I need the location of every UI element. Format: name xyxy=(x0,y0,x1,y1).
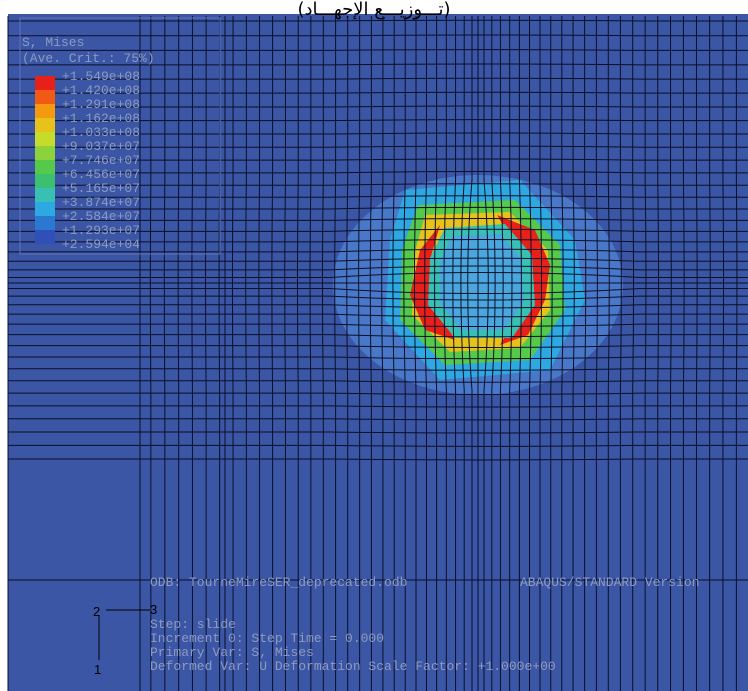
legend-swatch xyxy=(35,160,55,174)
legend-subheading: (Ave. Crit.: 75%) xyxy=(22,51,155,66)
viewport: (تـــوزيـــع الإجهـــاد) S, Mises (Ave. … xyxy=(0,0,748,691)
legend-label: +9.037e+07 xyxy=(62,139,140,154)
legend-heading: S, Mises xyxy=(22,35,84,50)
triad-label: 2 xyxy=(93,604,100,619)
version-label: ABAQUS/STANDARD Version xyxy=(520,575,699,590)
legend-label: +5.165e+07 xyxy=(62,181,140,196)
legend-swatch xyxy=(35,230,55,244)
triad-label: 3 xyxy=(150,602,157,617)
legend-swatch xyxy=(35,188,55,202)
legend-swatch xyxy=(35,132,55,146)
legend-label: +6.456e+07 xyxy=(62,167,140,182)
legend-swatch xyxy=(35,118,55,132)
step-label: Step: slide xyxy=(150,617,236,632)
primary-var-label: Primary Var: S, Mises xyxy=(150,645,314,660)
legend-label: +7.746e+07 xyxy=(62,153,140,168)
mesh-line xyxy=(736,16,737,691)
legend-swatch xyxy=(35,202,55,216)
legend-label: +2.584e+07 xyxy=(62,209,140,224)
legend-swatch xyxy=(35,216,55,230)
increment-label: Increment 0: Step Time = 0.000 xyxy=(150,631,384,646)
legend-label: +1.549e+08 xyxy=(62,69,140,84)
legend-swatch xyxy=(35,90,55,104)
legend-label: +3.874e+07 xyxy=(62,195,140,210)
legend-label: +1.420e+08 xyxy=(62,83,140,98)
legend-label: +1.162e+08 xyxy=(62,111,140,126)
legend: +1.549e+08+1.420e+08+1.291e+08+1.162e+08… xyxy=(35,69,140,252)
legend-swatch xyxy=(35,174,55,188)
legend-label: +1.033e+08 xyxy=(62,125,140,140)
legend-label: +1.293e+07 xyxy=(62,223,140,238)
legend-label: +2.594e+04 xyxy=(62,237,140,252)
legend-label: +1.291e+08 xyxy=(62,97,140,112)
legend-swatch xyxy=(35,104,55,118)
legend-swatch xyxy=(35,76,55,90)
deformed-var-label: Deformed Var: U Deformation Scale Factor… xyxy=(150,659,556,674)
triad-label: 1 xyxy=(94,662,101,677)
legend-swatch xyxy=(35,146,55,160)
title: (تـــوزيـــع الإجهـــاد) xyxy=(297,0,450,20)
odb-label: ODB: TourneMireSER_deprecated.odb xyxy=(150,575,407,590)
